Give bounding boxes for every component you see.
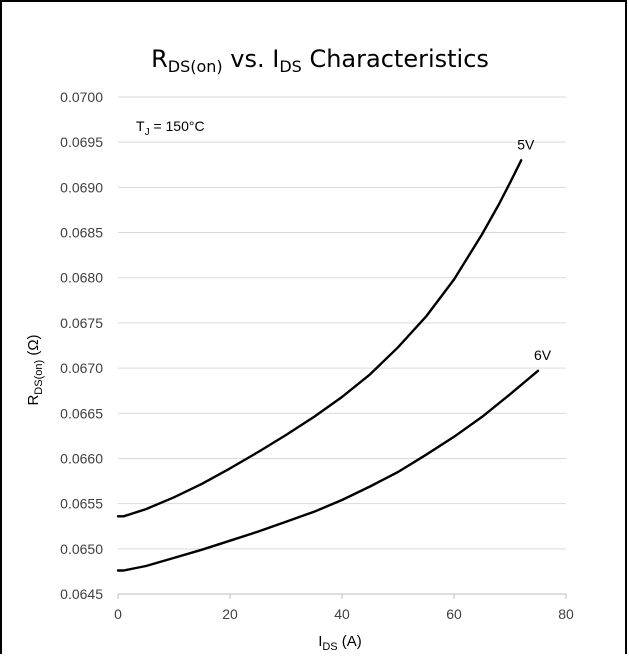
- x-axis-label: IDS (A): [318, 633, 362, 653]
- axes: [117, 593, 567, 599]
- series: [116, 159, 540, 572]
- x-tick-labels: 0 20 40 60 80: [114, 606, 574, 622]
- x-tick-label: 40: [334, 606, 350, 622]
- y-tick-label: 0.0660: [60, 450, 103, 466]
- y-tick-label: 0.0690: [60, 179, 103, 195]
- y-tick-label: 0.0675: [60, 315, 103, 331]
- series-line-6v: [116, 369, 540, 572]
- x-tick-label: 80: [558, 606, 574, 622]
- y-axis-label: RDS(on) (Ω): [25, 334, 45, 405]
- y-tick-labels: 0.0645 0.0650 0.0655 0.0660 0.0665 0.0670 0.06…: [60, 89, 103, 602]
- y-tick-label: 0.0650: [60, 541, 103, 557]
- series-label-6v: 6V: [534, 347, 552, 363]
- x-tick-label: 20: [222, 606, 238, 622]
- title-tail: Characteristics: [302, 45, 489, 73]
- series-label-5v: 5V: [517, 136, 535, 152]
- title-r: R: [151, 45, 168, 73]
- x-tick-label: 60: [446, 606, 462, 622]
- x-tick-label: 0: [114, 606, 122, 622]
- temperature-annotation: TJ = 150°C: [136, 118, 205, 138]
- y-tick-label: 0.0670: [60, 360, 103, 376]
- title-i-sub: DS: [279, 57, 301, 76]
- y-tick-label: 0.0685: [60, 225, 103, 241]
- title-r-sub: DS(on): [168, 57, 223, 76]
- y-tick-label: 0.0700: [60, 89, 103, 105]
- series-labels: 5V 6V: [517, 136, 552, 363]
- y-tick-label: 0.0665: [60, 405, 103, 421]
- chart-title: RDS(on) vs. IDS Characteristics: [151, 45, 489, 76]
- y-tick-label: 0.0695: [60, 134, 103, 150]
- y-tick-label: 0.0645: [60, 586, 103, 602]
- y-tick-label: 0.0680: [60, 270, 103, 286]
- series-line-5v: [116, 159, 523, 518]
- y-tick-label: 0.0655: [60, 496, 103, 512]
- title-mid: vs. I: [223, 45, 280, 73]
- grid: [118, 96, 566, 550]
